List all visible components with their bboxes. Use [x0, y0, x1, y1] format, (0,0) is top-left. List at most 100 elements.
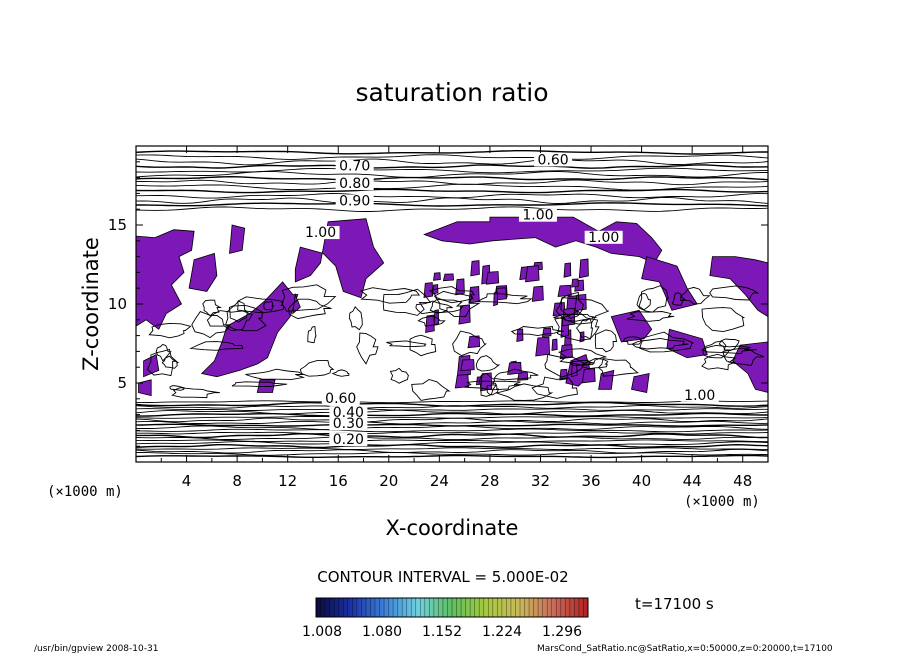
filled-region: [200, 281, 299, 378]
contour-line: [626, 311, 675, 322]
contour-line: [148, 322, 192, 339]
contour-line: [136, 448, 768, 454]
contour-line: [307, 325, 317, 344]
filled-region: [188, 252, 218, 292]
contour-label-bg: [329, 433, 368, 447]
contour-line: [136, 150, 768, 155]
filled-region: [525, 265, 540, 283]
x-tick-label: 40: [632, 472, 651, 490]
filled-region: [467, 335, 481, 349]
filled-region: [610, 309, 653, 343]
contour-line: [701, 307, 746, 333]
x-tick-label: 20: [379, 472, 398, 490]
contour-line: [475, 355, 501, 372]
contour-line: [671, 292, 687, 306]
filled-region: [578, 258, 589, 279]
contour-line: [189, 341, 244, 351]
filled-region: [138, 379, 152, 397]
contour-line: [136, 206, 768, 212]
contour-label-bg: [518, 208, 557, 222]
contour-interval-label: CONTOUR INTERVAL = 5.000E-02: [317, 568, 568, 586]
contour-line: [263, 300, 275, 312]
filled-region: [480, 372, 493, 392]
footer-left: /usr/bin/gpview 2008-10-31: [34, 644, 158, 654]
contour-label: 0.60: [325, 391, 356, 407]
filled-region: [470, 260, 480, 277]
filled-region: [581, 368, 596, 384]
colorbar-tick-label: 1.224: [482, 624, 522, 640]
contour-label-bg: [534, 153, 573, 167]
filled-region: [423, 282, 434, 298]
filled-region: [571, 278, 579, 288]
contour-label-bg: [329, 417, 368, 431]
contour-line: [560, 291, 584, 320]
contour-line: [576, 317, 594, 340]
filled-region: [598, 369, 615, 390]
contour-labels: 0.600.700.800.901.001.00 1.000.600.400.30…: [301, 152, 719, 448]
contour-line: [680, 286, 711, 305]
contour-line: [709, 285, 760, 301]
contour-line: [639, 331, 694, 353]
contour-line: [636, 293, 651, 311]
filled-region: [641, 256, 698, 311]
filled-region: [570, 364, 578, 378]
x-tick-label: 12: [278, 472, 297, 490]
chart-title: saturation ratio: [355, 78, 548, 107]
contour-line: [136, 179, 768, 186]
contour-line: [433, 290, 481, 317]
y-tick-label: 5: [117, 374, 127, 392]
x-axis-unit: (×1000 m): [684, 494, 760, 510]
contour-line: [136, 196, 768, 204]
contour-line: [136, 423, 768, 427]
contour-line: [281, 284, 337, 312]
contour-line: [386, 340, 427, 348]
filled-region: [455, 278, 465, 296]
contour-line: [136, 431, 768, 435]
contour-line: [622, 336, 645, 345]
contour-label-bg: [329, 406, 368, 420]
contour-label: 0.70: [339, 159, 370, 175]
x-tick-label: 8: [232, 472, 242, 490]
filled-region: [631, 372, 650, 393]
contour-line: [237, 296, 284, 314]
contour-line: [136, 443, 768, 449]
filled-region: [666, 328, 708, 359]
contour-line: [231, 381, 288, 387]
contour-line: [136, 452, 768, 456]
x-tick-label: 16: [329, 472, 348, 490]
contour-line: [224, 304, 267, 332]
contour-line: [288, 298, 332, 320]
filled-region: [552, 302, 566, 317]
contour-line: [631, 337, 689, 350]
contour-line: [382, 288, 432, 316]
contour-line: [169, 385, 185, 391]
contour-label: 1.00: [522, 208, 553, 224]
contour-line: [475, 293, 533, 305]
colorbar-tick-label: 1.080: [362, 624, 402, 640]
filled-region: [433, 272, 441, 281]
contour-line: [136, 164, 768, 169]
x-tick-label: 32: [531, 472, 550, 490]
contour-label-bg: [335, 159, 374, 173]
colorbar-tick-label: 1.296: [542, 624, 582, 640]
y-tick-label: 15: [108, 216, 127, 234]
contour-label-bg: [321, 391, 360, 405]
filled-region: [425, 314, 435, 333]
filled-region: [143, 353, 160, 378]
x-tick-label: 4: [182, 472, 192, 490]
contour-line: [493, 368, 539, 381]
x-tick-label: 28: [480, 472, 499, 490]
contour-line: [136, 417, 768, 423]
x-tick-label: 36: [581, 472, 600, 490]
contour-line: [299, 360, 335, 377]
filled-region: [531, 285, 544, 302]
filled-region: [485, 271, 500, 285]
filled-region: [442, 273, 455, 282]
contour-line: [136, 412, 768, 417]
contour-label: 0.80: [339, 176, 370, 192]
contour-line: [463, 380, 521, 391]
x-tick-label: 48: [733, 472, 752, 490]
contour-label: 1.00: [305, 225, 336, 241]
contour-line: [417, 315, 446, 327]
contour-line: [389, 367, 410, 384]
